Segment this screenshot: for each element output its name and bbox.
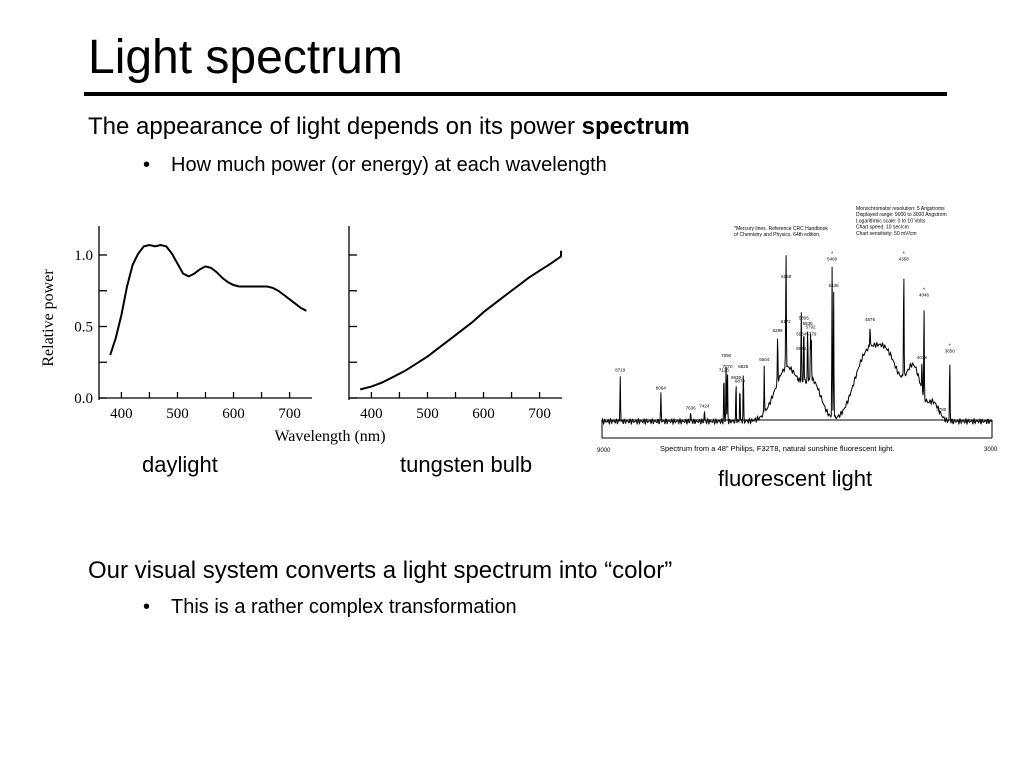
peak-label: 6879 bbox=[735, 378, 746, 383]
peak-label: 4876 bbox=[865, 317, 876, 322]
bullet-glyph: • bbox=[143, 154, 151, 176]
mercury-mark: * bbox=[949, 343, 951, 349]
peak-label: 6298 bbox=[773, 328, 784, 333]
daylight-curve bbox=[109, 243, 307, 356]
x-tick-label: 400 bbox=[360, 406, 383, 422]
tungsten-curve bbox=[359, 250, 562, 391]
peak-label: 4078 bbox=[917, 355, 928, 360]
mercury-mark: * bbox=[831, 252, 833, 258]
instrument-note: Chart sensitivity: 50 mV/cm bbox=[856, 231, 917, 237]
x-tick-label: 500 bbox=[416, 406, 439, 422]
peak-label: 5436 bbox=[829, 283, 840, 288]
tungsten-chart: 400 500 600 700 Wavelength (nm) bbox=[274, 226, 562, 445]
mercury-note-line: of Chemistry and Physics. 64th edition. bbox=[734, 232, 820, 238]
intro-paragraph: The appearance of light depends on its p… bbox=[88, 112, 690, 142]
x-tick-label: 500 bbox=[166, 406, 189, 422]
instrument-note: Displayed range: 9000 to 3000 Angstrom bbox=[856, 212, 947, 218]
peak-label: 5460 bbox=[827, 257, 838, 262]
fluorescent-notes: Monochromator resolution: 5 AngstromsDis… bbox=[856, 206, 947, 237]
x-tick-label: 600 bbox=[472, 406, 495, 422]
tungsten-x-ticks: 400 500 600 700 bbox=[360, 392, 551, 422]
peak-label: 7424 bbox=[699, 404, 710, 409]
instrument-note: Logarithmic scale: 0 to 10 Volts bbox=[856, 218, 926, 224]
intro-text: The appearance of light depends on its p… bbox=[88, 113, 582, 140]
peak-label: 5934 bbox=[796, 332, 807, 337]
fluor-range-left: 9000 bbox=[597, 448, 611, 454]
title-underline bbox=[84, 92, 947, 96]
wavelength-axis-label: Wavelength (nm) bbox=[274, 428, 385, 445]
instrument-note: Chart speed: 10 sec/cm bbox=[856, 225, 909, 231]
fluor-range-right: 3000 bbox=[984, 447, 998, 453]
bullet-transformation: • This is a rather complex transformation bbox=[143, 594, 517, 620]
peak-label: 4046 bbox=[919, 293, 930, 298]
peak-label: 7636 bbox=[686, 405, 697, 410]
y-tick-label: 1.0 bbox=[74, 248, 93, 264]
y-tick-label: 0.0 bbox=[74, 391, 93, 407]
x-tick-label: 600 bbox=[222, 406, 245, 422]
peak-label: 3650 bbox=[945, 348, 956, 353]
peak-label: 5792 bbox=[806, 324, 817, 329]
instrument-note: Monochromator resolution: 5 Angstroms bbox=[856, 206, 945, 212]
peak-label: 6826 bbox=[738, 364, 749, 369]
tungsten-y-ticks bbox=[349, 254, 357, 399]
intro-bold-word: spectrum bbox=[581, 113, 690, 140]
x-tick-label: 700 bbox=[528, 406, 551, 422]
daylight-x-ticks: 400 500 600 700 bbox=[110, 392, 301, 422]
bullet-power: • How much power (or energy) at each wave… bbox=[143, 152, 607, 178]
fluorescent-curve bbox=[601, 255, 993, 426]
peak-label: 6172 bbox=[781, 319, 792, 324]
x-tick-label: 700 bbox=[278, 406, 301, 422]
peak-label: 8094 bbox=[656, 386, 667, 391]
peak-label: 7090 bbox=[721, 353, 732, 358]
visual-system-paragraph: Our visual system converts a light spect… bbox=[88, 557, 673, 584]
peak-label: 6504 bbox=[759, 357, 770, 362]
x-tick-label: 400 bbox=[110, 406, 133, 422]
bullet-power-text: How much power (or energy) at each wavel… bbox=[171, 154, 607, 176]
caption-fluorescent: fluorescent light bbox=[718, 466, 873, 491]
mercury-note: *Mercury lines. Reference CRC Handbookof… bbox=[734, 226, 828, 238]
daylight-y-label: Relative power bbox=[40, 269, 57, 367]
daylight-y-ticks: 1.0 0.5 0.0 bbox=[74, 248, 107, 407]
slide-title: Light spectrum bbox=[88, 31, 403, 84]
mercury-mark: * bbox=[923, 288, 925, 294]
caption-daylight: daylight bbox=[142, 452, 218, 477]
peak-label: 5936 bbox=[796, 346, 807, 351]
caption-tungsten: tungsten bulb bbox=[400, 452, 533, 477]
peak-label: 7125 bbox=[719, 368, 730, 373]
peak-label: 3780 bbox=[936, 407, 947, 412]
peak-label: 5779 bbox=[806, 332, 817, 337]
peak-label: 8719 bbox=[615, 368, 626, 373]
fluorescent-chart-title: Spectrum from a 48" Philips, F32T8, natu… bbox=[660, 444, 894, 453]
mercury-mark: * bbox=[903, 252, 905, 258]
peak-label: 5895 bbox=[799, 315, 810, 320]
mercury-note-line: *Mercury lines. Reference CRC Handbook bbox=[734, 226, 828, 232]
peak-label: 6938 bbox=[731, 375, 742, 380]
bullet-transformation-text: This is a rather complex transformation bbox=[171, 596, 517, 618]
daylight-chart: 1.0 0.5 0.0 400 500 600 700 Relative power bbox=[40, 226, 312, 422]
peak-label: 7070 bbox=[722, 364, 733, 369]
peak-label: 6168 bbox=[781, 274, 792, 279]
bullet-glyph: • bbox=[143, 596, 151, 618]
peak-label: 5836 bbox=[803, 321, 814, 326]
y-tick-label: 0.5 bbox=[74, 320, 93, 336]
peak-label: 4358 bbox=[899, 257, 910, 262]
